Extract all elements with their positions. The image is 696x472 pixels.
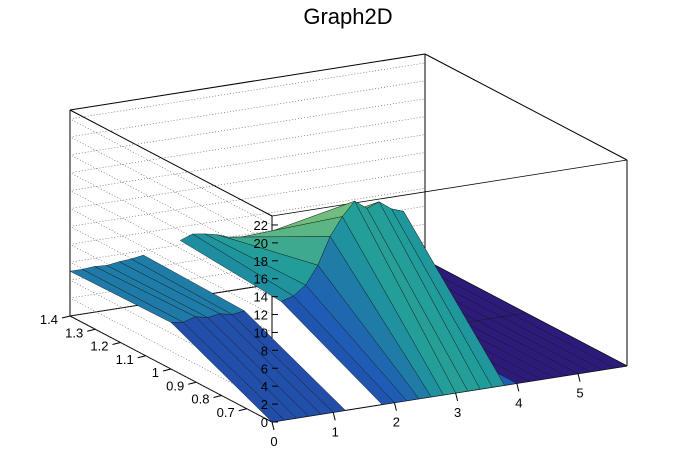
- z-gridline: [69, 98, 426, 262]
- y-tick: [87, 328, 96, 332]
- y-tick: [162, 368, 172, 372]
- top-back-edge: [69, 53, 426, 111]
- x-tick: [332, 412, 336, 421]
- z-gridline: [69, 134, 426, 297]
- y-tick: [188, 381, 197, 385]
- z-tick-label: 22: [254, 218, 268, 233]
- z-tick-label: 0: [261, 415, 268, 430]
- z-gridline: [69, 188, 426, 351]
- y-tick-label: 0.8: [191, 392, 209, 407]
- z-tick-label: 14: [254, 290, 268, 305]
- z-tick-label: 2: [261, 397, 268, 412]
- x-tick: [271, 421, 275, 431]
- y-tick: [137, 355, 146, 359]
- z-gridline: [69, 170, 426, 333]
- y-tick-label: 0.7: [217, 405, 235, 420]
- x-tick: [393, 402, 397, 411]
- x-tick-label: 5: [576, 386, 583, 401]
- z-gridline: [69, 62, 426, 226]
- y-tick: [112, 342, 121, 345]
- chart-title: Graph2D: [303, 4, 393, 29]
- z-gridline: [69, 205, 426, 369]
- x-tick: [455, 392, 459, 402]
- y-tick: [61, 315, 71, 319]
- z-tick-label: 6: [261, 361, 268, 376]
- z-tick-label: 20: [254, 236, 268, 251]
- x-tick-label: 1: [332, 424, 339, 439]
- y-tick-label: 1.1: [116, 352, 134, 367]
- top-left-edge: [69, 109, 273, 217]
- x-tick-label: 0: [270, 434, 277, 449]
- x-tick-label: 4: [515, 395, 522, 410]
- y-tick-label: 1.3: [65, 325, 83, 340]
- surface-patch: [280, 295, 395, 405]
- z-gridline: [69, 152, 426, 315]
- z-gridline: [69, 80, 426, 244]
- y-tick-label: 1: [152, 365, 159, 380]
- z-tick-label: 8: [261, 343, 268, 358]
- z-tick-label: 10: [254, 325, 268, 340]
- y-tick: [213, 395, 222, 398]
- y-tick-label: 0.9: [166, 378, 184, 393]
- z-gridline: [69, 116, 426, 279]
- x-tick-label: 3: [454, 405, 461, 420]
- y-tick: [238, 408, 247, 412]
- top-front-edge: [271, 159, 628, 217]
- z-tick-label: 4: [261, 379, 268, 394]
- surface-patch: [170, 322, 285, 423]
- top-right-edge: [424, 53, 628, 161]
- z-tick-label: 18: [254, 254, 268, 269]
- z-tick-label: 12: [254, 308, 268, 323]
- z-gridline: [69, 241, 426, 405]
- y-tick-label: 1.2: [90, 339, 108, 354]
- x-tick: [516, 383, 520, 392]
- y-tick-label: 1.4: [40, 312, 58, 327]
- x-tick-label: 2: [393, 415, 400, 430]
- z-tick-label: 16: [254, 272, 268, 287]
- z-gridline: [69, 223, 426, 387]
- x-tick: [577, 373, 581, 382]
